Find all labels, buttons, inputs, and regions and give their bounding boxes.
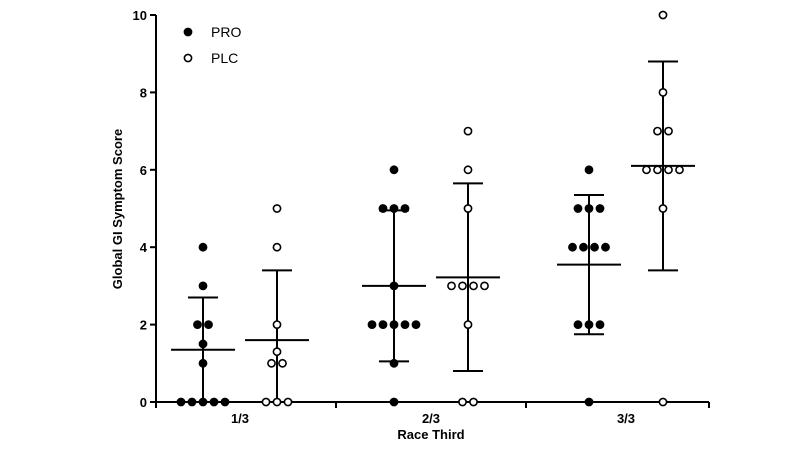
- pro-data-point: [389, 397, 399, 407]
- plc-data-point: [658, 397, 668, 407]
- plc-data-point: [480, 281, 489, 291]
- plc-data-point: [675, 165, 684, 175]
- y-tick-label: 2: [140, 318, 147, 333]
- plc-data-point: [447, 281, 456, 291]
- legend-marker-pro: [183, 27, 193, 37]
- x-tick-label: 3/3: [617, 411, 635, 426]
- pro-data-point: [193, 320, 202, 329]
- pro-data-point: [198, 242, 208, 252]
- pro-data-point: [579, 242, 588, 252]
- pro-data-point: [584, 204, 594, 213]
- pro-data-point: [584, 320, 594, 329]
- plc-data-point: [272, 347, 282, 357]
- x-axis-title: Race Third: [397, 427, 464, 442]
- pro-data-point: [389, 165, 399, 175]
- y-tick-label: 8: [140, 85, 147, 100]
- plc-data-point: [469, 281, 478, 291]
- pro-data-point: [595, 204, 605, 213]
- plc-data-point: [664, 126, 673, 136]
- pro-data-point: [209, 397, 219, 407]
- pro-data-point: [220, 397, 230, 407]
- pro-data-point: [176, 397, 186, 407]
- plc-data-point: [272, 397, 282, 407]
- y-tick-label: 6: [140, 163, 147, 178]
- data-marks: [171, 10, 695, 407]
- pro-data-point: [389, 281, 399, 291]
- pro-data-point: [584, 165, 594, 175]
- plc-data-point: [463, 320, 473, 329]
- plc-data-point: [653, 165, 662, 175]
- plc-data-point: [469, 397, 478, 407]
- legend: PRO PLC: [183, 24, 241, 66]
- pro-data-point: [198, 281, 208, 291]
- pro-data-point: [601, 242, 610, 252]
- pro-data-point: [378, 320, 388, 329]
- pro-data-point: [198, 358, 208, 368]
- pro-data-point: [595, 320, 605, 329]
- pro-data-point: [198, 397, 208, 407]
- y-tick-label: 0: [140, 395, 147, 410]
- pro-data-point: [389, 320, 399, 329]
- plc-data-point: [283, 397, 293, 407]
- plc-data-point: [267, 358, 276, 368]
- plc-data-point: [458, 281, 467, 291]
- plc-data-point: [463, 126, 473, 136]
- y-tick-label: 4: [140, 240, 148, 255]
- legend-marker-plc: [183, 53, 193, 63]
- pro-data-point: [187, 397, 197, 407]
- pro-data-point: [400, 204, 410, 213]
- plc-data-point: [272, 204, 282, 213]
- pro-data-point: [400, 320, 410, 329]
- pro-data-point: [378, 204, 388, 213]
- plc-data-point: [458, 397, 467, 407]
- plc-data-point: [658, 10, 668, 20]
- plc-data-point: [272, 320, 282, 329]
- axes: 0 2 4 6 8 10 1/3 2/3 3/3: [133, 8, 710, 426]
- legend-label: PRO: [211, 24, 241, 40]
- pro-data-point: [590, 242, 599, 252]
- y-axis-title: Global GI Symptom Score: [110, 129, 125, 289]
- pro-data-point: [573, 204, 583, 213]
- plc-data-point: [653, 126, 662, 136]
- legend-label: PLC: [211, 50, 238, 66]
- plc-data-point: [463, 165, 473, 175]
- plc-data-point: [642, 165, 651, 175]
- plc-data-point: [658, 204, 668, 213]
- plc-data-point: [658, 88, 668, 97]
- pro-data-point: [198, 339, 208, 349]
- plc-data-point: [664, 165, 673, 175]
- x-tick-label: 1/3: [231, 411, 249, 426]
- pro-data-point: [367, 320, 377, 329]
- pro-data-point: [573, 320, 583, 329]
- y-tick-label: 10: [133, 8, 147, 23]
- plc-data-point: [278, 358, 287, 368]
- pro-data-point: [584, 397, 594, 407]
- pro-data-point: [411, 320, 421, 329]
- pro-data-point: [389, 358, 399, 368]
- pro-data-point: [204, 320, 213, 329]
- x-tick-label: 2/3: [422, 411, 440, 426]
- plc-data-point: [463, 204, 473, 213]
- plc-data-point: [261, 397, 271, 407]
- plc-data-point: [272, 242, 282, 252]
- pro-data-point: [568, 242, 577, 252]
- pro-data-point: [389, 204, 399, 213]
